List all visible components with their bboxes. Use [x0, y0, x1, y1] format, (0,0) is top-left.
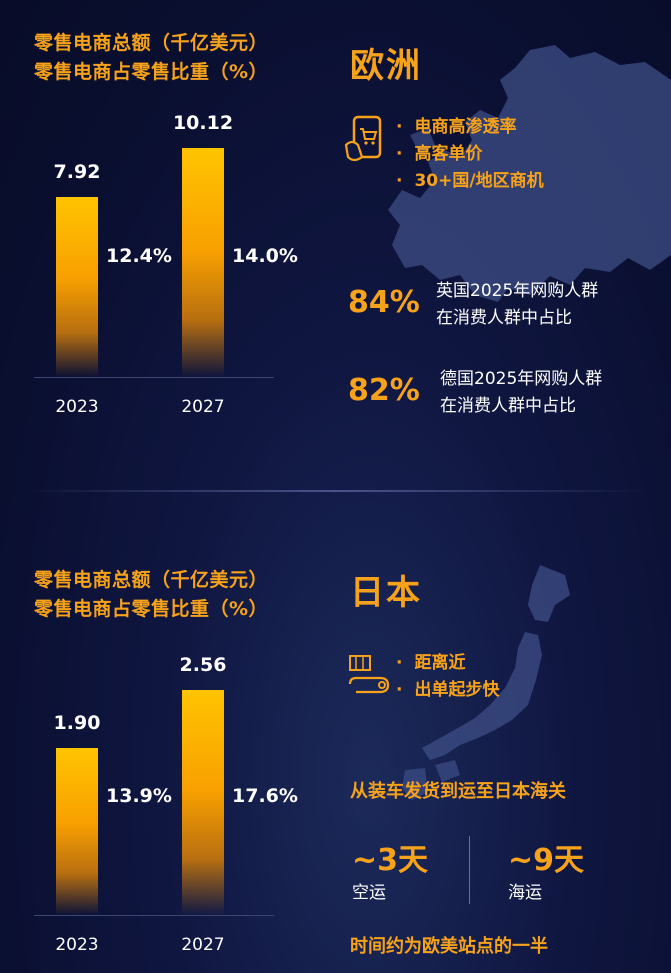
stat-line: 在消费人群中占比	[436, 308, 572, 328]
share-label: 17.6%	[232, 785, 298, 807]
chart-title-line2: 零售电商占零售比重（%）	[34, 598, 269, 620]
japan-region-title: 日本	[350, 573, 422, 613]
stat-line: 德国2025年网购人群	[440, 369, 603, 389]
bar-value-label: 10.12	[172, 111, 234, 134]
stat-description: 英国2025年网购人群 在消费人群中占比	[436, 278, 598, 332]
air-shipping-days: ~3天	[352, 843, 429, 878]
list-item: 距离近	[396, 650, 499, 677]
bar-2023	[56, 197, 98, 377]
chart-title-line2: 零售电商占零售比重（%）	[34, 61, 269, 83]
list-item: 电商高渗透率	[396, 114, 544, 141]
phone-cart-icon	[344, 115, 382, 162]
list-item: 出单起步快	[396, 677, 499, 704]
japan-map-icon	[402, 565, 570, 800]
shipping-divider	[469, 836, 470, 904]
sea-shipping-days: ~9天	[508, 843, 585, 878]
shipping-heading: 从装车发货到运至日本海关	[350, 781, 566, 802]
japan-chart-title: 零售电商总额（千亿美元） 零售电商占零售比重（%）	[34, 566, 268, 624]
sea-shipping-mode: 海运	[508, 883, 542, 903]
x-axis-line	[34, 377, 274, 378]
truck-route-icon	[348, 655, 390, 694]
bar-value-label: 7.92	[53, 161, 101, 184]
section-divider	[20, 490, 650, 492]
air-shipping-mode: 空运	[352, 883, 386, 903]
bar-2027	[182, 689, 224, 915]
x-tick-label: 2023	[55, 935, 99, 955]
share-label: 14.0%	[232, 245, 298, 267]
chart-title-line1: 零售电商总额（千亿美元）	[34, 32, 269, 54]
europe-chart-title: 零售电商总额（千亿美元） 零售电商占零售比重（%）	[34, 29, 268, 87]
europe-region-title: 欧洲	[350, 46, 422, 86]
chart-title-line1: 零售电商总额（千亿美元）	[34, 569, 269, 591]
europe-bullet-list: 电商高渗透率 高客单价 30+国/地区商机	[396, 114, 544, 195]
share-label: 13.9%	[106, 785, 172, 807]
stat-description: 德国2025年网购人群 在消费人群中占比	[440, 366, 602, 420]
stat-line: 英国2025年网购人群	[436, 281, 599, 301]
stat-value: 84%	[348, 285, 420, 320]
stat-value: 82%	[348, 373, 420, 408]
bar-value-label: 2.56	[179, 653, 227, 676]
list-item: 30+国/地区商机	[396, 168, 543, 195]
bar-2023	[56, 747, 98, 915]
stat-line: 在消费人群中占比	[440, 396, 576, 416]
bar-value-label: 1.90	[53, 711, 101, 734]
x-tick-label: 2023	[55, 397, 99, 417]
x-axis-line	[34, 915, 274, 916]
x-tick-label: 2027	[181, 935, 225, 955]
footer-note: 时间约为欧美站点的一半	[350, 936, 548, 957]
x-tick-label: 2027	[181, 397, 225, 417]
bar-2027	[182, 147, 224, 377]
list-item: 高客单价	[396, 141, 544, 168]
japan-bullet-list: 距离近 出单起步快	[396, 650, 499, 704]
share-label: 12.4%	[106, 245, 172, 267]
